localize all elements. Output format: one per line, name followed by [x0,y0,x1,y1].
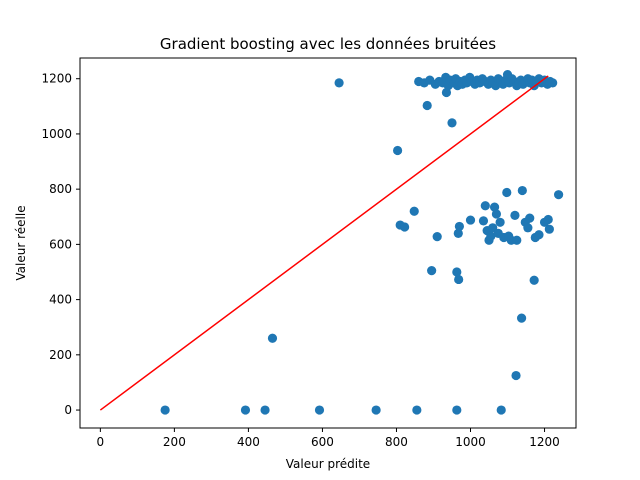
x-tick-label: 1200 [529,435,560,449]
data-point [452,405,462,415]
axis-ticks: 0 200 400 600 800 1000 1200 0 200 400 600 800 1000 12… [41,72,559,449]
data-point [160,405,170,415]
data-point [511,370,521,381]
x-tick-label: 200 [163,435,186,449]
reference-line [99,75,549,411]
x-axis-label: Valeur prédite [286,457,370,471]
data-point [432,232,442,242]
data-point [240,405,251,415]
data-point [400,222,410,232]
data-point [441,87,452,98]
chart-title: Gradient boosting avec les données bruit… [160,35,496,53]
data-point [334,78,344,88]
x-tick-label: 400 [237,435,260,449]
y-tick-label: 200 [49,348,72,362]
data-point [427,266,437,276]
data-point [453,228,463,238]
plot-area [99,69,564,415]
data-point [554,190,564,200]
data-point [267,333,278,343]
data-point [544,224,554,234]
data-point [465,215,476,225]
data-point [495,217,505,227]
data-point [371,405,381,415]
x-tick-label: 0 [97,435,105,449]
data-point [447,118,457,128]
y-tick-label: 1000 [41,127,72,141]
y-tick-label: 1200 [41,72,72,86]
axes-frame [79,57,577,429]
data-point [454,221,464,232]
data-point [510,210,520,220]
data-point [496,405,506,415]
data-point [516,313,527,323]
data-point [523,223,533,233]
data-point [489,202,500,212]
data-point [454,274,464,285]
x-tick-label: 800 [385,435,408,449]
data-point [548,78,558,88]
data-point [534,230,544,240]
data-point [491,209,502,219]
y-tick-label: 600 [49,237,72,251]
data-point [452,267,462,277]
data-point [480,201,490,211]
data-point [260,405,270,415]
data-point [517,185,527,196]
data-point [486,231,496,241]
x-tick-label: 600 [311,435,334,449]
y-tick-label: 800 [49,182,72,196]
data-point [525,213,535,223]
data-point [543,214,553,225]
x-tick-label: 1000 [455,435,486,449]
data-point [478,216,489,226]
data-point [529,275,539,285]
data-point [502,187,512,198]
data-point [314,405,325,415]
y-tick-label: 0 [64,403,72,417]
y-axis-label: Valeur réelle [14,205,28,280]
data-point [422,100,432,111]
data-point [512,235,522,245]
data-point [409,206,419,216]
data-point [412,405,422,415]
data-point [392,145,403,156]
y-tick-label: 400 [49,293,72,307]
